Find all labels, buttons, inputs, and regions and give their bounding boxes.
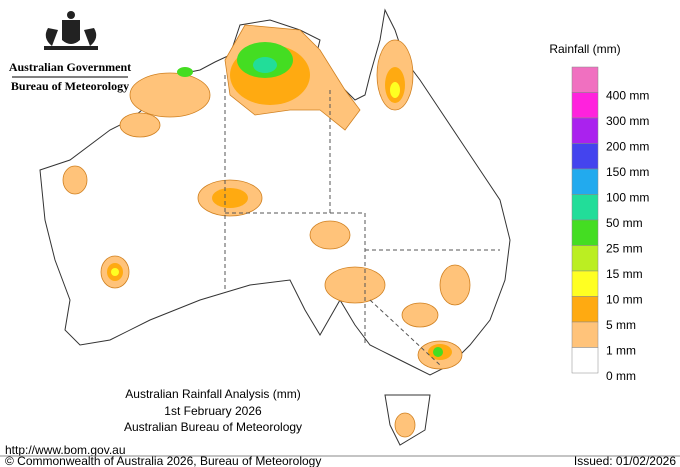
legend-swatch bbox=[571, 143, 599, 170]
legend-label: 200 mm bbox=[606, 140, 649, 154]
legend-label: 10 mm bbox=[606, 293, 643, 307]
legend-label: 15 mm bbox=[606, 267, 643, 281]
legend-swatch bbox=[571, 321, 599, 348]
agency-name: Bureau of Meteorology bbox=[11, 79, 129, 93]
legend-label: 300 mm bbox=[606, 114, 649, 128]
legend-label: 25 mm bbox=[606, 242, 643, 256]
legend-swatch bbox=[571, 347, 599, 374]
legend-label: 5 mm bbox=[606, 318, 636, 332]
legend-label: 100 mm bbox=[606, 191, 649, 205]
legend-swatch bbox=[571, 296, 599, 323]
map-date: 1st February 2026 bbox=[164, 404, 262, 418]
legend-swatch bbox=[571, 245, 599, 272]
footer-url: http://www.bom.gov.au bbox=[5, 443, 126, 457]
legend: 400 mm 300 mm 200 mm 150 mm 100 mm 50 mm 25 mm… bbox=[571, 66, 649, 383]
map-source: Australian Bureau of Meteorology bbox=[124, 420, 302, 434]
legend-swatch bbox=[571, 219, 599, 246]
legend-label: 150 mm bbox=[606, 165, 649, 179]
legend-label: 400 mm bbox=[606, 89, 649, 103]
legend-title: Rainfall (mm) bbox=[549, 42, 620, 56]
legend-swatch bbox=[571, 270, 599, 297]
government-name: Australian Government bbox=[9, 60, 131, 74]
legend-swatch bbox=[571, 92, 599, 119]
legend-label: 0 mm bbox=[606, 369, 636, 383]
legend-swatch bbox=[571, 194, 599, 221]
footer-issued: Issued: 01/02/2026 bbox=[574, 454, 676, 467]
legend-swatch bbox=[571, 66, 599, 93]
legend-label: 1 mm bbox=[606, 344, 636, 358]
footer-copyright: © Commonwealth of Australia 2026, Bureau… bbox=[5, 454, 321, 467]
map-title: Australian Rainfall Analysis (mm) bbox=[125, 387, 300, 401]
legend-label: 50 mm bbox=[606, 216, 643, 230]
legend-swatch bbox=[571, 117, 599, 144]
australia-map bbox=[39, 8, 511, 446]
crest bbox=[44, 11, 98, 50]
legend-swatch bbox=[571, 168, 599, 195]
